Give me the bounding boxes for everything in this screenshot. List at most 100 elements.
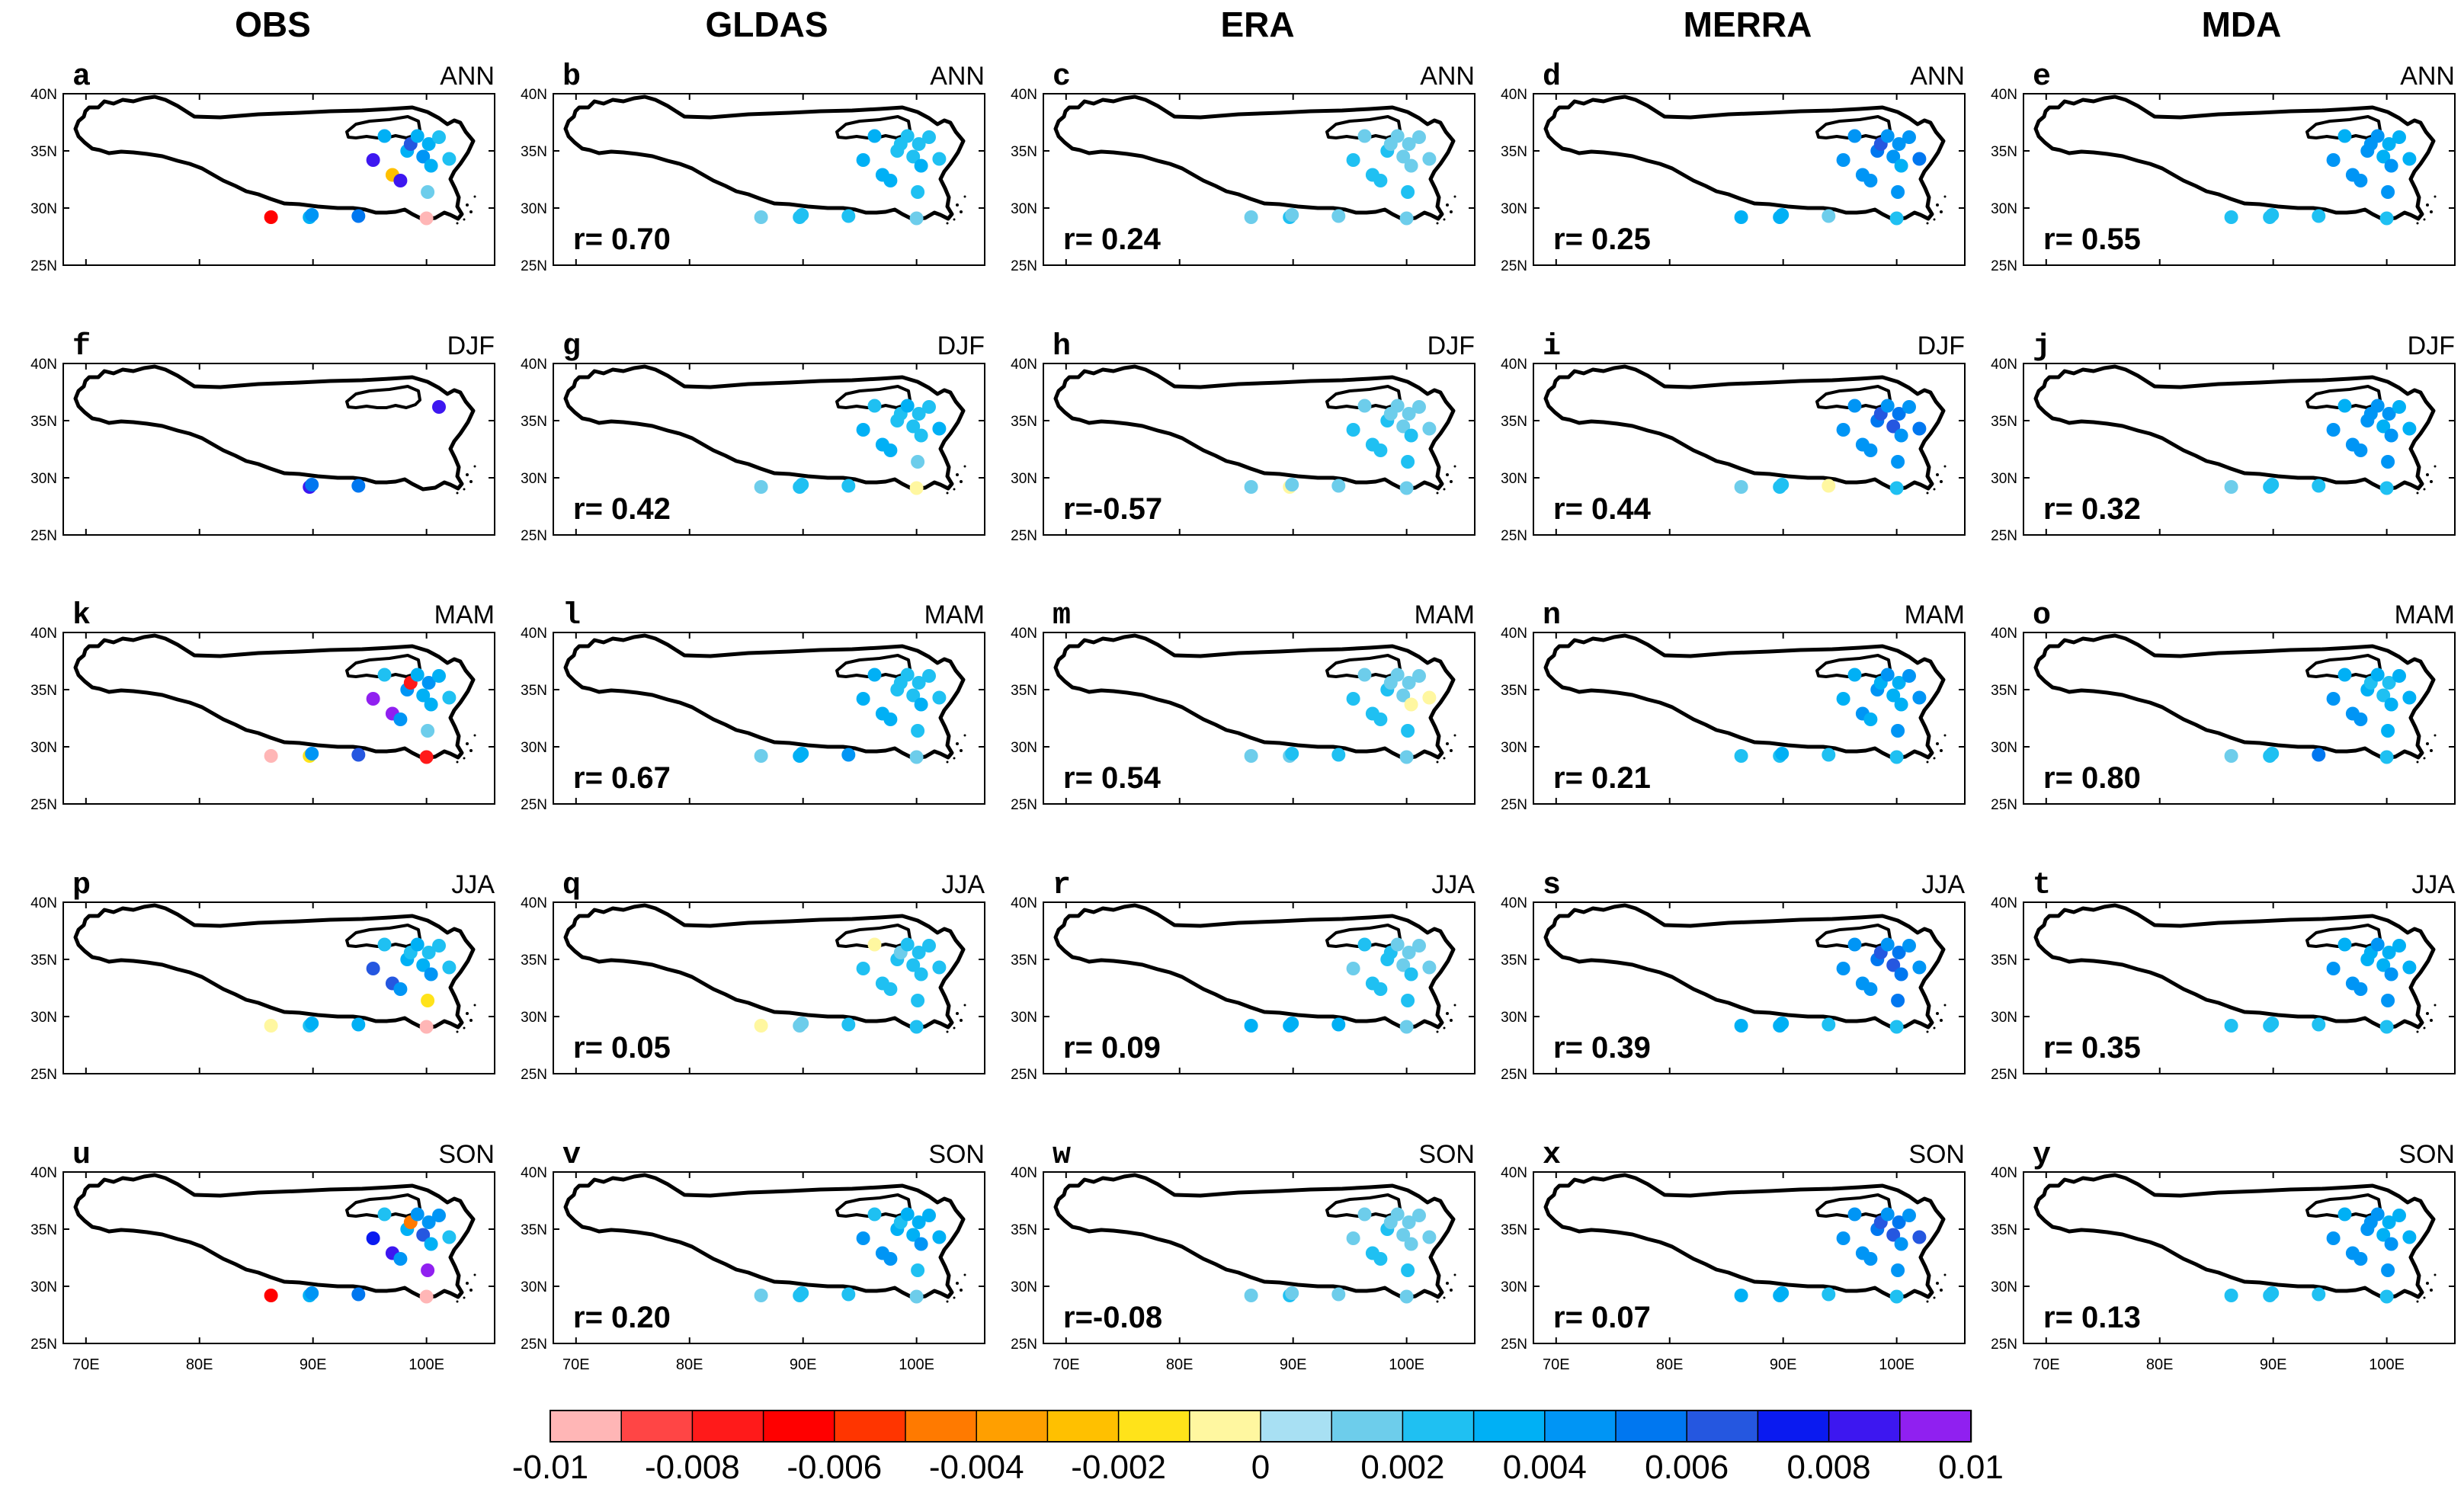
y-tick-label: 40N <box>1991 1165 2017 1181</box>
y-tick-label: 40N <box>1501 626 1527 642</box>
colorbar-label: 0.006 <box>1645 1449 1729 1486</box>
station-point <box>264 210 278 224</box>
y-tick-label: 35N <box>521 1222 547 1238</box>
correlation-label: r= 0.67 <box>573 761 671 795</box>
y-tick-label: 30N <box>1501 1279 1527 1295</box>
station-point <box>1892 137 1906 151</box>
y-tick-label: 30N <box>30 201 57 217</box>
y-tick-label: 25N <box>1011 1067 1037 1083</box>
station-point <box>1390 668 1405 682</box>
plateau-outline <box>1546 97 1947 225</box>
panel-letter: d <box>1543 60 1561 94</box>
station-point <box>351 748 366 762</box>
correlation-label: r= 0.13 <box>2043 1301 2141 1334</box>
panel-frame <box>553 632 985 805</box>
y-tick-label: 30N <box>1991 201 2017 217</box>
y-tick-label: 35N <box>1501 144 1527 160</box>
plateau-outline <box>75 97 476 225</box>
season-label: SON <box>928 1140 985 1169</box>
station-point <box>1863 1252 1878 1266</box>
season-label: JJA <box>451 870 495 899</box>
y-tick-label: 25N <box>1011 797 1037 813</box>
station-point <box>922 939 936 953</box>
station-point <box>2353 982 2368 996</box>
y-tick-label: 35N <box>1991 953 2017 969</box>
station-point <box>1244 1289 1258 1302</box>
colorbar-swatch <box>1117 1410 1191 1443</box>
panel-p: p JJA 40N 35N 30N 25N <box>30 869 495 1083</box>
panel-j: j DJF r= 0.32 40N 35N 30N 25N <box>1991 330 2456 544</box>
station-point <box>1285 478 1299 492</box>
station-point <box>2382 1215 2396 1229</box>
station-point <box>1244 480 1258 494</box>
station-point <box>2312 748 2326 762</box>
panel-frame <box>2023 93 2456 266</box>
station-point <box>932 960 947 975</box>
station-point <box>856 1231 870 1245</box>
station-point <box>2326 153 2341 167</box>
station-point <box>1399 750 1414 764</box>
correlation-label: r= 0.07 <box>1553 1301 1651 1334</box>
station-point <box>1346 153 1360 167</box>
y-tick-label: 40N <box>521 895 547 911</box>
station-point <box>2402 1230 2417 1244</box>
station-point <box>2381 1263 2395 1277</box>
station-point <box>2376 149 2391 164</box>
colorbar-swatch <box>1189 1410 1262 1443</box>
station-point <box>2384 697 2398 712</box>
y-tick-label: 35N <box>1011 414 1037 430</box>
station-point <box>906 1228 921 1242</box>
station-point <box>2224 749 2238 763</box>
panel-u: u SON 40N 35N 30N 25N <box>30 1138 495 1353</box>
y-tick-label: 35N <box>1991 414 2017 430</box>
y-tick-label: 25N <box>1991 1337 2017 1353</box>
y-tick-label: 30N <box>30 1279 57 1295</box>
station-point <box>1891 185 1905 199</box>
station-point <box>906 149 921 164</box>
panel-letter: t <box>2033 869 2051 903</box>
station-point <box>856 423 870 437</box>
station-point <box>1390 399 1405 413</box>
station-point <box>1889 1289 1904 1304</box>
station-point <box>1331 748 1346 762</box>
station-point <box>1734 749 1748 763</box>
panel-letter: n <box>1543 599 1561 633</box>
panel-n: n MAM r= 0.21 40N 35N 30N 25N <box>1501 599 1966 813</box>
station-point <box>1902 669 1916 683</box>
station-point <box>1373 174 1388 187</box>
station-point <box>377 1207 392 1222</box>
station-point <box>867 937 882 952</box>
station-point <box>1412 400 1426 414</box>
station-point <box>1892 407 1906 421</box>
station-point <box>432 400 446 414</box>
panel-r: r JJA r= 0.09 40N 35N 30N 25N <box>1011 869 1476 1083</box>
panel-letter: y <box>2033 1138 2051 1173</box>
station-point <box>900 1207 915 1222</box>
y-tick-label: 35N <box>1011 683 1037 699</box>
station-point <box>2312 1287 2326 1302</box>
colorbar-label: 0.002 <box>1360 1449 1444 1486</box>
colorbar-swatch <box>1615 1410 1688 1443</box>
y-tick-label: 30N <box>30 740 57 756</box>
panel-frame <box>62 363 495 536</box>
correlation-label: r= 0.20 <box>573 1301 671 1334</box>
panel-frame <box>1043 632 1476 805</box>
station-point <box>2402 960 2417 975</box>
panel-letter: e <box>2033 60 2051 94</box>
y-tick-label: 40N <box>1501 87 1527 103</box>
station-point <box>1886 1228 1901 1242</box>
station-point <box>2265 478 2280 492</box>
season-label: MAM <box>1415 600 1475 629</box>
station-point <box>2381 455 2395 469</box>
panel-frame <box>1043 93 1476 266</box>
panel-letter: v <box>562 1138 581 1173</box>
panel-frame <box>553 1171 985 1344</box>
panel-letter: f <box>72 330 91 364</box>
station-point <box>1863 443 1878 457</box>
station-point <box>1396 419 1411 434</box>
y-tick-label: 30N <box>521 1279 547 1295</box>
station-point <box>421 137 436 151</box>
station-point <box>1847 1207 1862 1222</box>
panel-letter: i <box>1543 330 1561 364</box>
station-point <box>419 211 434 226</box>
